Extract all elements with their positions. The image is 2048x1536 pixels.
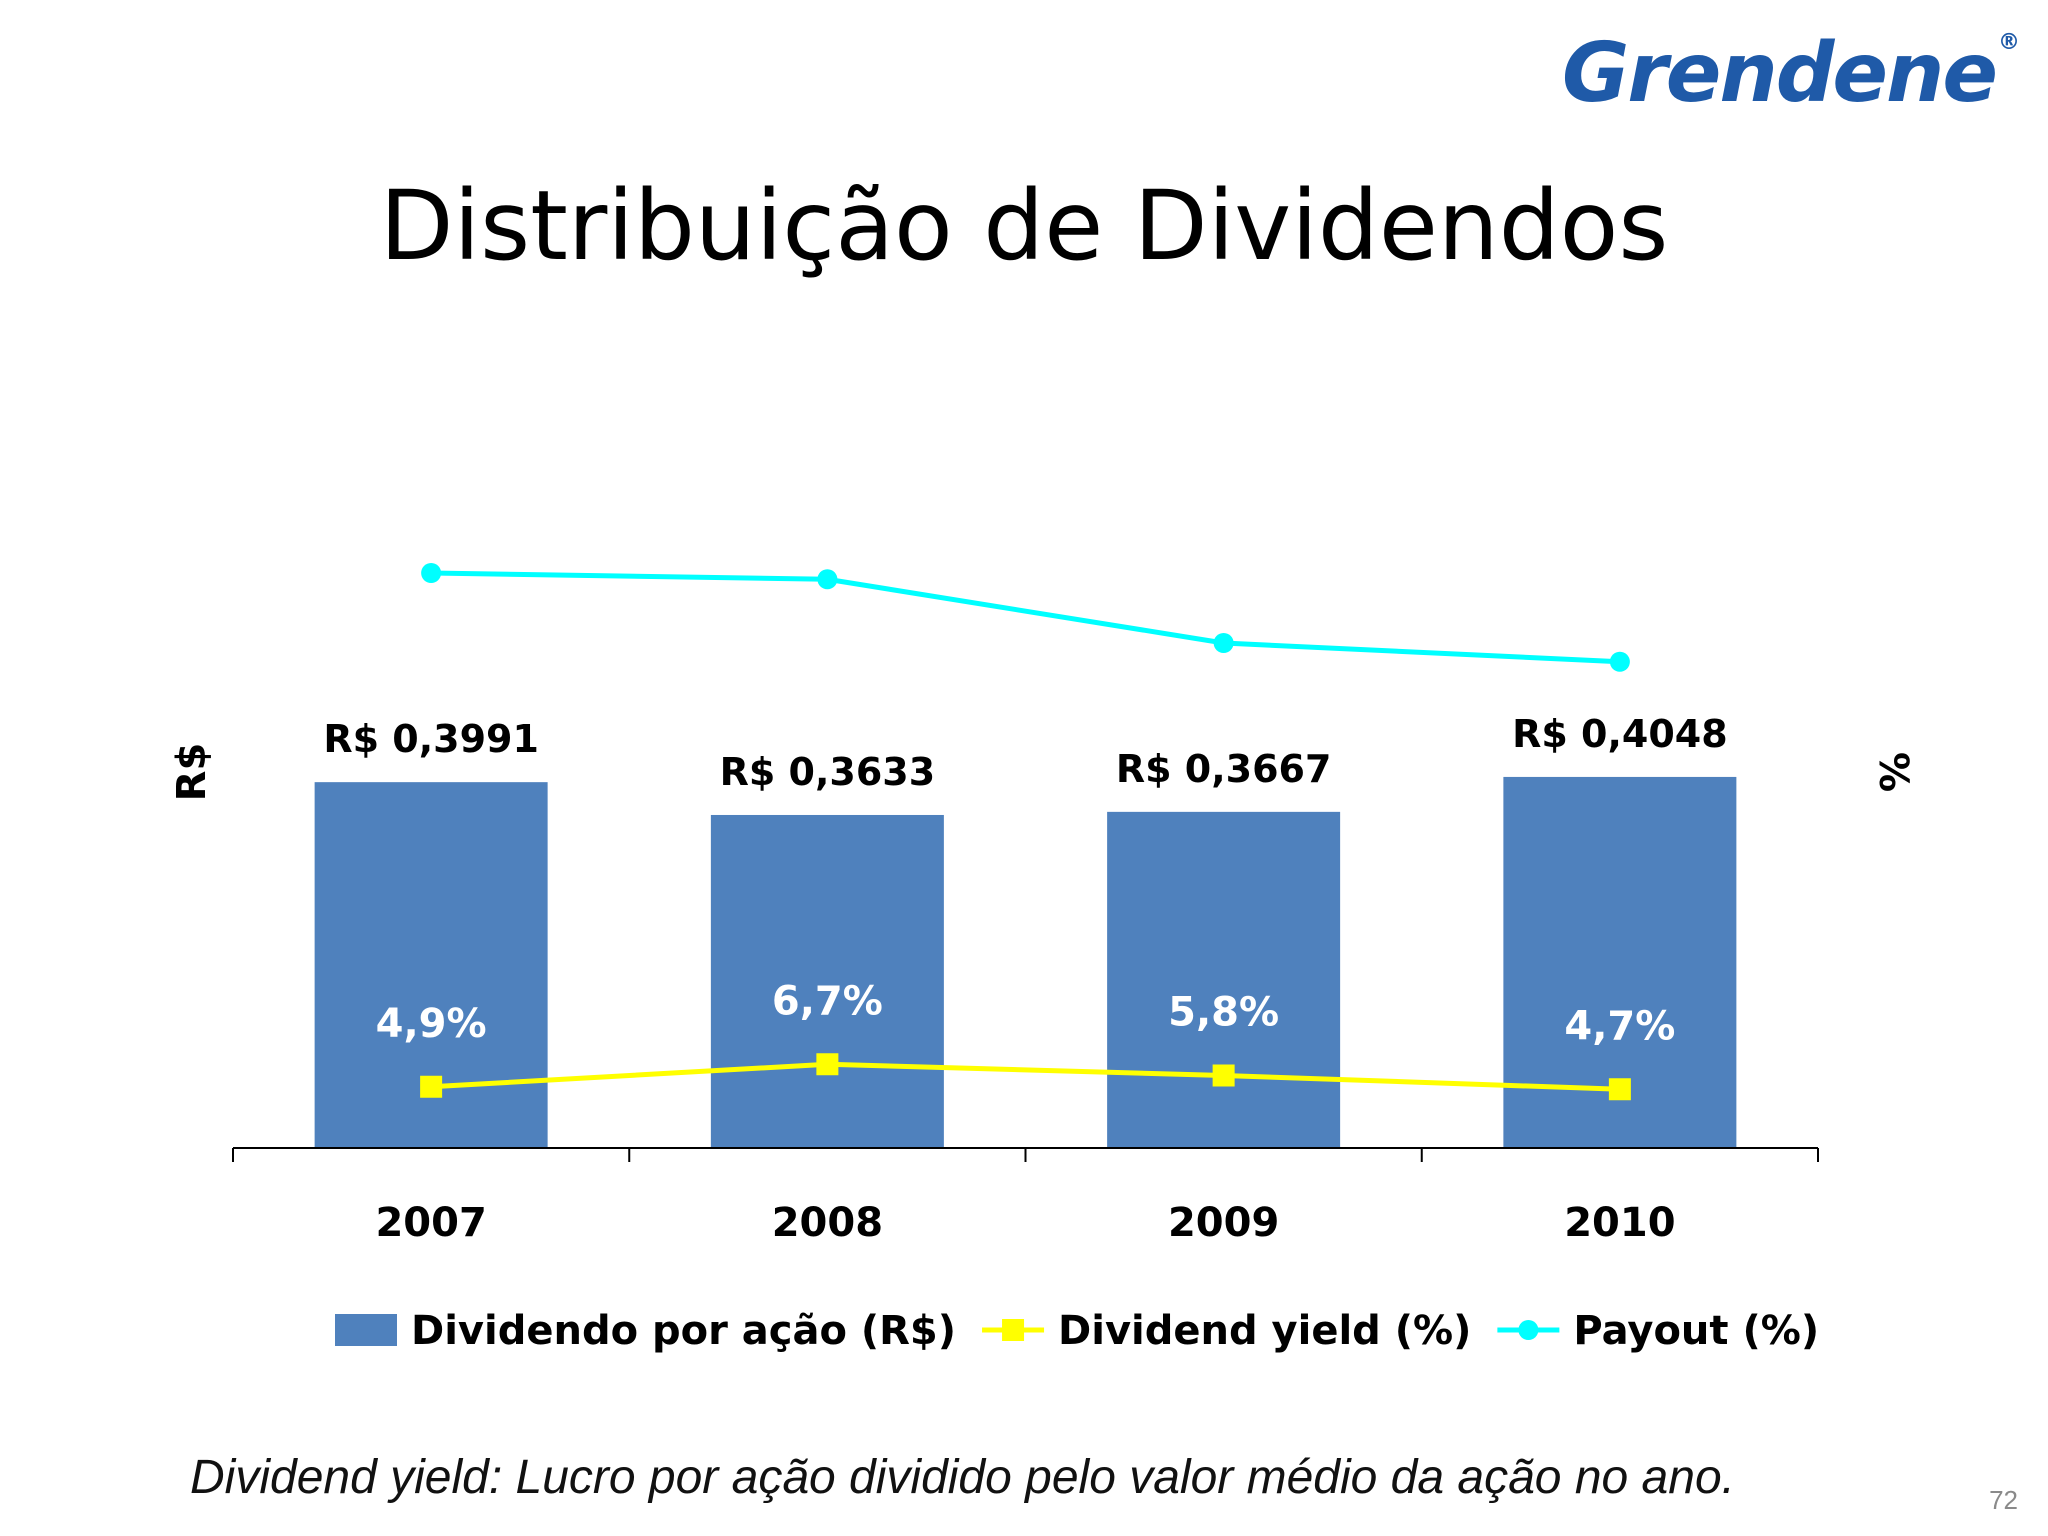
grendene-logo: Grendene® [1561,26,2020,121]
bar-value-label: R$ 0,3633 [720,750,936,794]
line-dividend-yield [430,1061,1620,1092]
line-payout [431,570,1620,665]
legend-swatch-bar [335,1314,397,1346]
legend-marker-square [1002,1319,1025,1341]
marker-dividend-yield [1212,1064,1235,1087]
marker-dividend-yield [1608,1078,1631,1101]
marker-payout [1609,651,1630,672]
marker-payout [1213,633,1234,653]
dividend-yield-label: 5,8% [1168,990,1279,1036]
dividend-yield-label: 4,9% [376,1001,487,1047]
x-tick-label: 2007 [375,1200,486,1246]
slide-title: Distribuição de Dividendos [379,170,1669,282]
bar-dividend-2009 [1107,811,1341,1148]
x-tick-label: 2010 [1564,1200,1675,1246]
x-tick-label: 2008 [772,1200,883,1246]
payout-label: 40,4% [1154,557,1293,603]
legend-entry: Payout (%) [1573,1308,1819,1354]
payout-label: 45,5% [758,493,897,539]
y-axis-left-label: R$ [169,743,215,802]
x-tick-label: 2009 [1168,1200,1279,1246]
bar-value-label: R$ 0,3991 [323,717,539,761]
payout-label: 38,9% [1550,576,1689,622]
y-axis-right-label: % [1870,752,1916,792]
payout-label: 46,0% [362,487,501,533]
bar-value-label: R$ 0,3667 [1116,747,1332,791]
footnote: Dividend yield: Lucro por ação dividido … [190,1451,1735,1504]
dividend-yield-label: 6,7% [772,978,883,1024]
page-number: 72 [1989,1485,2018,1515]
marker-dividend-yield [816,1053,839,1076]
marker-payout [817,569,838,590]
bar-dividend-2008 [710,814,944,1148]
marker-dividend-yield [420,1075,443,1098]
legend-marker-circle [1518,1320,1539,1340]
legend-entry: Dividend yield (%) [1058,1308,1471,1354]
dividend-yield-label: 4,7% [1564,1003,1675,1049]
legend-entry: Dividendo por ação (R$) [411,1308,956,1354]
marker-payout [421,563,442,583]
dividend-chart: R$ 0,3991 R$ 0,3633 R$ 0,3667 R$ 0,4048 2007… [169,487,1916,1354]
bar-value-label: R$ 0,4048 [1512,712,1728,756]
